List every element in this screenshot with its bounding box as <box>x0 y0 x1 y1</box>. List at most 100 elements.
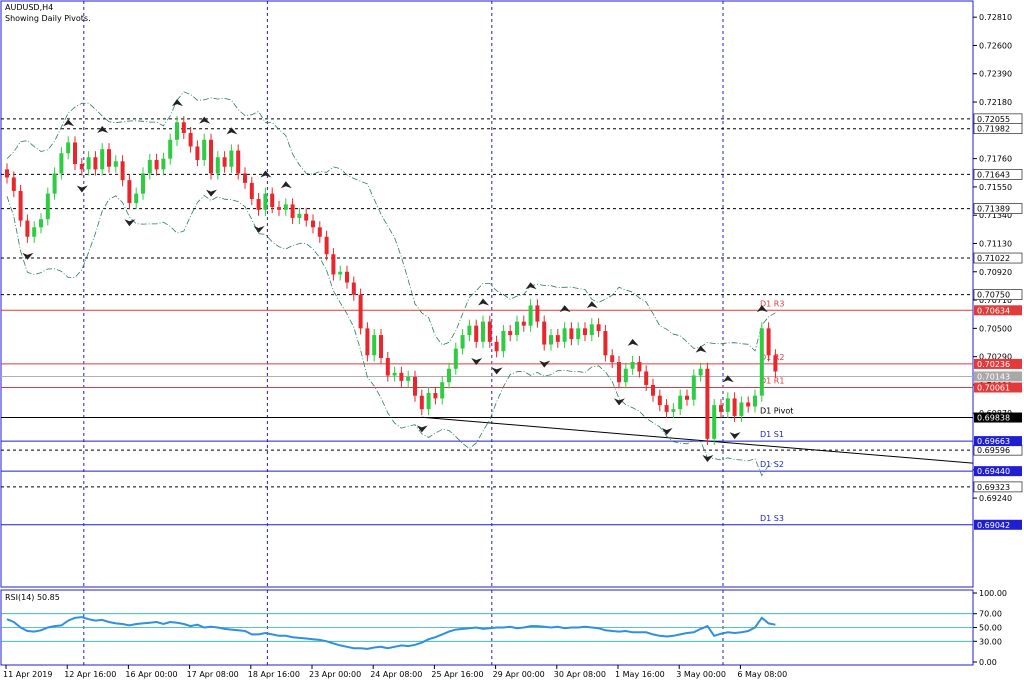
rsi-tick-label: 30.00 <box>979 637 1002 646</box>
time-tick-label: 24 Apr 08:00 <box>370 670 422 679</box>
candle-body <box>521 321 526 326</box>
fractal-down-arrow <box>253 225 265 233</box>
level-tag-box <box>973 203 1023 214</box>
candle-body <box>18 190 23 221</box>
fractal-down-arrow <box>702 454 714 462</box>
level-tag-box <box>973 481 1023 493</box>
price-tick-label: 0.72810 <box>979 13 1012 22</box>
level-tag: 0.69323 <box>977 483 1010 492</box>
pivot-tag: 0.70634 <box>977 306 1010 315</box>
candle-body <box>691 375 696 400</box>
price-tick-label: 0.71760 <box>979 155 1012 164</box>
candle-body <box>501 331 506 352</box>
fractal-up-arrow <box>260 170 272 178</box>
candle-body <box>623 368 628 383</box>
level-tag: 0.71389 <box>977 205 1010 214</box>
candle-body <box>127 180 132 204</box>
candle-body <box>161 158 166 170</box>
level-tag: 0.71643 <box>977 170 1010 179</box>
candle-body <box>719 405 723 412</box>
candle-body <box>657 395 662 406</box>
price-tick-label: 0.72390 <box>979 70 1012 79</box>
candle-body <box>766 328 771 356</box>
candle-body <box>419 395 424 410</box>
pivot-label: D1 R1 <box>760 376 784 385</box>
fractal-down-arrow <box>539 360 551 368</box>
candle-body <box>671 409 676 412</box>
candle-body <box>324 236 329 255</box>
candle-body <box>698 368 703 376</box>
candle-body <box>596 324 601 332</box>
fractal-up-arrow <box>280 181 292 189</box>
candle-body <box>195 146 200 160</box>
candle-body <box>5 169 9 178</box>
price-tick-label: 0.70710 <box>979 296 1012 305</box>
candle-body <box>147 159 152 174</box>
candle-body <box>222 157 227 167</box>
candle-body <box>753 395 757 407</box>
level-tag: 0.69596 <box>977 446 1010 455</box>
candle-body <box>385 357 390 376</box>
candle-body <box>406 376 411 381</box>
time-tick-label: 12 Apr 16:00 <box>64 670 116 679</box>
candle-body <box>188 133 193 147</box>
candle-body <box>32 227 37 237</box>
level-tag: 0.71982 <box>977 125 1010 134</box>
candle-body <box>256 199 261 210</box>
time-tick-label: 6 May 08:00 <box>737 670 787 679</box>
candle-body <box>535 305 540 322</box>
price-tick-label: 0.70290 <box>979 353 1012 362</box>
candle-body <box>610 355 615 363</box>
fractal-up-arrow <box>172 99 183 107</box>
rsi-label: RSI(14) 50.85 <box>5 593 60 602</box>
candle-body <box>100 149 105 170</box>
candle-body <box>236 150 241 174</box>
rsi-tick-label: 50.00 <box>979 624 1002 633</box>
price-tick-label: 0.70500 <box>979 324 1012 333</box>
candle-body <box>331 254 336 275</box>
candle-body <box>338 271 343 275</box>
candle-body <box>759 328 764 396</box>
candle-body <box>209 139 213 174</box>
pivot-label: D1 Pivot <box>760 407 793 416</box>
candle-body <box>52 173 57 194</box>
candle-body <box>712 405 717 439</box>
candle-body <box>447 368 451 383</box>
candle-body <box>379 335 383 358</box>
current-price-tag: 0.70143 <box>977 372 1010 381</box>
candle-body <box>168 139 173 159</box>
candle-body <box>311 220 315 228</box>
pivot-label: D1 R3 <box>760 299 784 308</box>
price-tick-label: 0.71550 <box>979 183 1012 192</box>
candle-body <box>474 325 479 342</box>
time-tick-label: 11 Apr 2019 <box>3 670 52 679</box>
candle-body <box>59 153 64 174</box>
fractal-up-arrow <box>478 298 489 306</box>
candle-body <box>589 324 594 336</box>
candle-body <box>229 150 234 167</box>
pivot-tag-box <box>974 305 1022 316</box>
candle-body <box>11 177 16 191</box>
symbol-timeframe-label: AUDUSD,H4 <box>5 3 54 12</box>
candle-body <box>73 142 77 165</box>
time-tick-label: 30 Apr 08:00 <box>554 670 606 679</box>
candle-body <box>392 372 397 376</box>
upper-band-line <box>6 91 776 352</box>
fractal-down-arrow <box>491 367 503 375</box>
rsi-line <box>6 616 776 650</box>
time-tick-label: 23 Apr 00:00 <box>309 670 361 679</box>
candle-body <box>617 362 621 383</box>
lower-band-line <box>6 194 776 477</box>
candle-body <box>725 398 730 412</box>
candle-body <box>345 271 349 283</box>
candle-body <box>304 213 309 221</box>
time-tick-label: 29 Apr 00:00 <box>493 670 545 679</box>
price-tick-label: 0.72600 <box>979 41 1012 50</box>
fractal-down-arrow <box>614 398 625 406</box>
pivot-tag-box <box>974 358 1022 369</box>
candle-body <box>542 321 547 345</box>
candle-body <box>365 328 370 356</box>
candle-body <box>453 348 458 369</box>
